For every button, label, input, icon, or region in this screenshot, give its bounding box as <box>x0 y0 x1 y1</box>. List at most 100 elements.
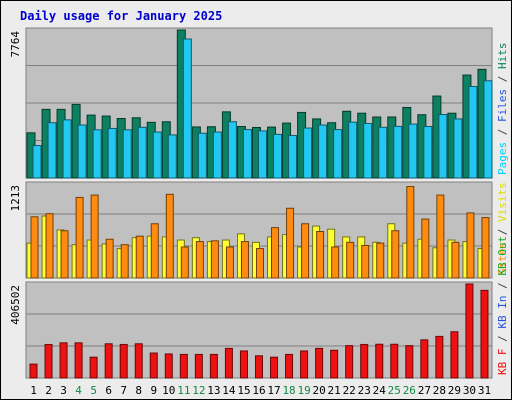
bar-sites-day-18 <box>286 207 295 279</box>
legend-entry: / <box>496 329 509 349</box>
bar-files-day-16 <box>257 130 267 179</box>
bar-files-day-10 <box>167 134 177 179</box>
bar-files-day-28 <box>438 114 448 179</box>
day-label-31: 31 <box>478 384 491 397</box>
bar-files-day-23 <box>363 122 373 179</box>
bar-kb-f-day-20 <box>315 347 324 379</box>
bar-kb-f-day-12 <box>194 353 203 379</box>
day-label-18: 18 <box>282 384 295 397</box>
bar-files-day-4 <box>77 124 87 179</box>
bar-files-day-29 <box>453 118 463 179</box>
bar-kb-f-day-22 <box>345 345 354 379</box>
bar-files-day-22 <box>348 121 358 179</box>
bar-sites-day-20 <box>316 231 325 279</box>
bar-kb-f-day-1 <box>29 363 38 379</box>
bar-files-day-2 <box>47 122 57 179</box>
legend-entry: / <box>496 222 509 242</box>
bar-sites-day-21 <box>331 246 340 279</box>
day-label-9: 9 <box>150 384 157 397</box>
bar-files-day-9 <box>152 131 162 179</box>
bar-sites-day-3 <box>60 230 69 279</box>
bar-sites-day-1 <box>30 216 39 279</box>
bar-kb-f-day-18 <box>285 353 294 379</box>
bar-kb-f-day-14 <box>224 347 233 379</box>
bar-sites-day-25 <box>391 230 400 279</box>
bar-kb-f-day-16 <box>254 355 263 379</box>
bar-kb-f-day-15 <box>239 350 248 379</box>
bar-files-day-25 <box>393 125 403 179</box>
bar-sites-day-15 <box>240 241 249 279</box>
bar-sites-day-7 <box>120 244 129 279</box>
ymax-label-visits-sites: 1213 <box>9 185 22 212</box>
bar-kb-f-day-6 <box>104 343 113 379</box>
day-label-29: 29 <box>448 384 461 397</box>
bar-files-day-24 <box>378 126 388 179</box>
bar-files-day-19 <box>303 127 313 179</box>
bar-files-day-31 <box>483 80 493 179</box>
day-label-28: 28 <box>433 384 446 397</box>
legend-entry: KB In <box>496 296 509 329</box>
bar-kb-f-day-7 <box>119 343 128 379</box>
bar-sites-day-9 <box>150 223 159 279</box>
bar-kb-f-day-31 <box>480 289 489 379</box>
bar-files-day-13 <box>212 131 222 179</box>
bar-files-day-6 <box>107 127 117 179</box>
bar-sites-day-13 <box>210 240 219 279</box>
bar-kb-f-day-25 <box>390 343 399 379</box>
day-label-30: 30 <box>463 384 476 397</box>
bar-kb-f-day-2 <box>44 343 53 379</box>
day-label-15: 15 <box>237 384 250 397</box>
bar-files-day-12 <box>197 132 207 179</box>
legend-entry: Sites <box>496 242 509 275</box>
ymax-label-kb: 406502 <box>9 285 22 325</box>
day-label-16: 16 <box>252 384 265 397</box>
bar-files-day-1 <box>32 145 42 179</box>
bar-sites-day-11 <box>180 246 189 279</box>
day-label-25: 25 <box>388 384 401 397</box>
bar-files-day-21 <box>333 129 343 179</box>
day-label-5: 5 <box>90 384 97 397</box>
legend-entry: Visits <box>496 182 509 222</box>
bar-files-day-11 <box>182 38 192 179</box>
bar-sites-day-4 <box>75 196 84 279</box>
bar-sites-day-30 <box>466 212 475 279</box>
day-label-23: 23 <box>358 384 371 397</box>
day-label-22: 22 <box>343 384 356 397</box>
bar-sites-day-16 <box>255 248 264 279</box>
bar-files-day-20 <box>318 124 328 179</box>
chart-title: Daily usage for January 2025 <box>20 9 223 23</box>
day-label-26: 26 <box>403 384 416 397</box>
bar-kb-f-day-28 <box>435 335 444 379</box>
day-label-6: 6 <box>105 384 112 397</box>
legend-entry: Files <box>496 89 509 122</box>
bar-sites-day-23 <box>361 244 370 279</box>
bar-files-day-14 <box>227 121 237 179</box>
bar-sites-day-27 <box>421 218 430 279</box>
legend-entry: / <box>496 276 509 296</box>
bar-kb-f-day-4 <box>74 342 83 379</box>
bar-files-day-3 <box>62 119 72 179</box>
bar-files-day-7 <box>122 129 132 179</box>
day-label-7: 7 <box>120 384 127 397</box>
bar-kb-f-day-29 <box>450 331 459 379</box>
bar-sites-day-22 <box>346 241 355 279</box>
day-label-4: 4 <box>75 384 82 397</box>
bar-kb-f-day-23 <box>360 343 369 379</box>
bar-kb-f-day-3 <box>59 342 68 379</box>
day-label-11: 11 <box>177 384 190 397</box>
day-label-1: 1 <box>30 384 37 397</box>
bar-files-day-15 <box>242 129 252 179</box>
day-label-24: 24 <box>373 384 387 397</box>
bar-kb-f-day-17 <box>270 356 279 379</box>
bar-sites-day-5 <box>90 194 99 279</box>
bar-files-day-30 <box>468 86 478 179</box>
legend-kb: KB F / KB In / KB Out <box>496 236 509 375</box>
legend-entry: KB Out <box>496 236 509 276</box>
day-label-14: 14 <box>222 384 236 397</box>
bar-kb-f-day-11 <box>179 353 188 379</box>
bar-sites-day-19 <box>301 223 310 279</box>
bar-sites-day-10 <box>165 193 174 279</box>
bar-sites-day-12 <box>195 241 204 279</box>
legend-hits-files-pages: Pages / Files / Hits <box>496 43 509 176</box>
